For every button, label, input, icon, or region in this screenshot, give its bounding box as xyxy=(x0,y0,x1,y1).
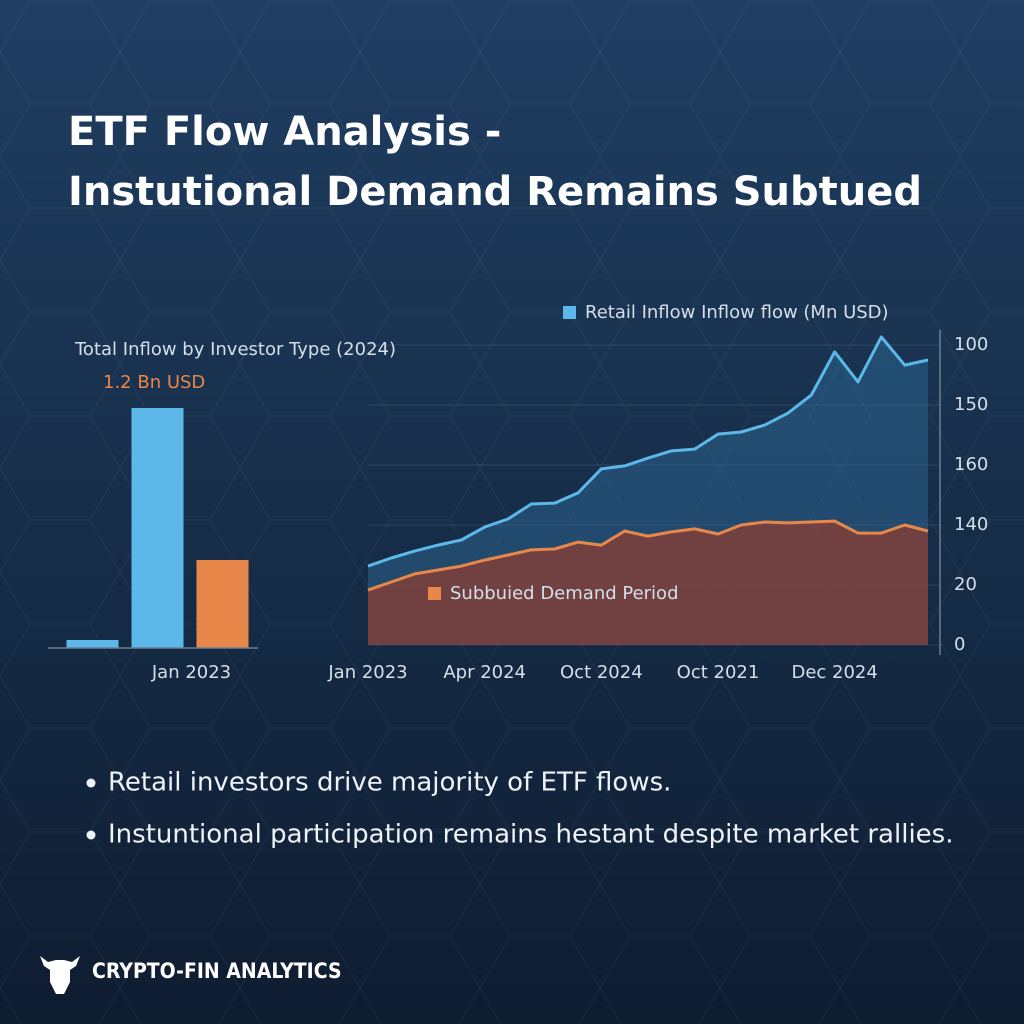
y-tick-label: 100 xyxy=(954,334,988,355)
chart-title: Total Inflow by Investor Type (2024) xyxy=(74,339,396,360)
bullet-text: Instuntional participation remains hesta… xyxy=(108,820,953,850)
y-tick-label: 0 xyxy=(954,634,965,655)
bar xyxy=(66,640,119,648)
x-tick-label: Oct 2021 xyxy=(677,662,760,683)
legend-swatch xyxy=(563,306,576,319)
legend-label: Subbuied Demand Period xyxy=(450,583,679,604)
bar xyxy=(196,560,249,648)
legend-label: Retail Inflow Inflow flow (Mn USD) xyxy=(585,302,889,323)
y-tick-label: 140 xyxy=(954,514,988,535)
brand-name: CRYPTO-FIN ANALYTICS xyxy=(92,959,342,983)
y-tick-label: 20 xyxy=(954,574,977,595)
title-line: ETF Flow Analysis - xyxy=(68,109,501,155)
annotation: 1.2 Bn USD xyxy=(103,372,205,393)
bar xyxy=(131,408,184,648)
brand-logo xyxy=(40,956,80,994)
series-line xyxy=(367,519,929,592)
x-tick-label: Apr 2024 xyxy=(443,662,526,683)
y-tick-label: 150 xyxy=(954,394,988,415)
x-tick-label: Jan 2023 xyxy=(327,662,407,683)
bullet-text: Retail investors drive majority of ETF f… xyxy=(108,768,671,798)
area-fill xyxy=(368,521,928,645)
series-line xyxy=(367,335,929,568)
x-tick-label: Dec 2024 xyxy=(791,662,877,683)
legend-swatch xyxy=(428,587,441,600)
y-tick-label: 160 xyxy=(954,454,988,475)
title-line: Instutional Demand Remains Subtued xyxy=(68,169,922,215)
x-tick-label: Oct 2024 xyxy=(560,662,643,683)
bullet-dot xyxy=(86,830,96,840)
x-tick-label: Jan 2023 xyxy=(151,662,231,683)
bullet-dot xyxy=(86,778,96,788)
